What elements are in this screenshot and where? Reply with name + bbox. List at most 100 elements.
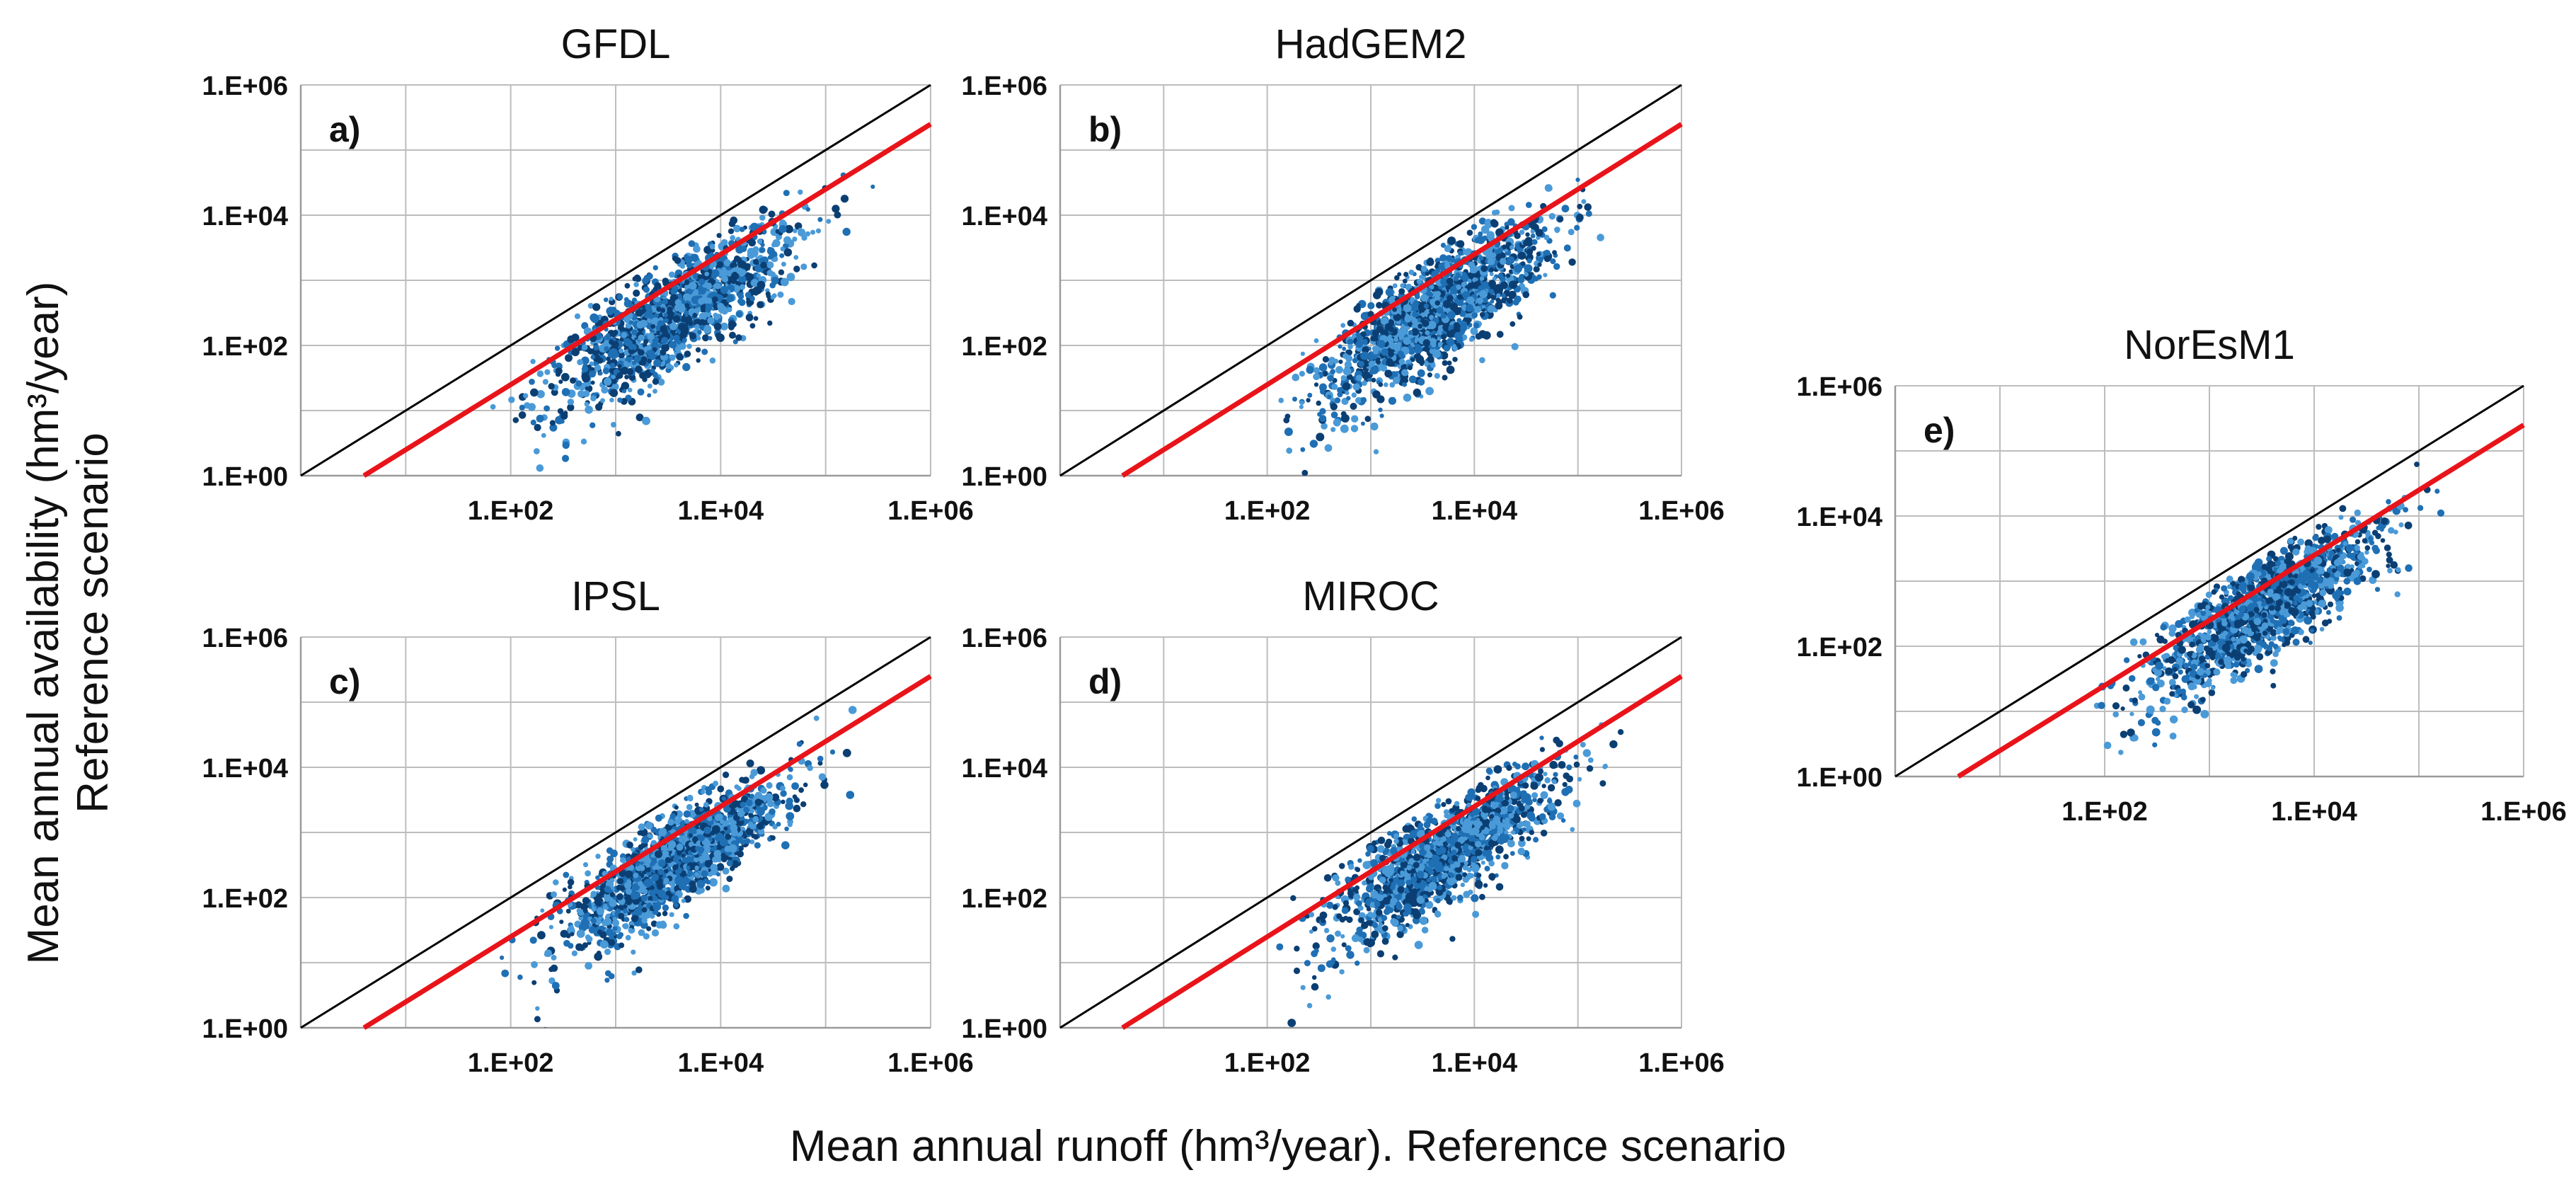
- data-point: [1531, 246, 1536, 251]
- data-point: [735, 245, 744, 254]
- data-point: [734, 784, 740, 790]
- data-point: [1479, 357, 1485, 364]
- data-point: [1499, 258, 1507, 265]
- data-point: [597, 907, 604, 915]
- data-point: [561, 454, 570, 462]
- data-point: [611, 382, 619, 391]
- data-point: [1479, 290, 1488, 299]
- data-point: [529, 936, 537, 944]
- data-point: [616, 933, 623, 939]
- data-point: [536, 390, 545, 399]
- data-point: [1422, 339, 1431, 347]
- data-point: [699, 325, 704, 331]
- data-point: [732, 339, 738, 345]
- data-point: [698, 278, 706, 285]
- data-point: [622, 923, 629, 929]
- data-point: [1456, 318, 1462, 323]
- data-point: [1517, 314, 1523, 320]
- data-point: [1495, 845, 1504, 854]
- data-point: [490, 403, 496, 410]
- data-point: [848, 706, 857, 714]
- data-point: [581, 356, 590, 365]
- data-point: [722, 867, 730, 875]
- data-point: [1396, 931, 1404, 939]
- data-point: [1541, 226, 1548, 232]
- data-point: [1299, 370, 1305, 377]
- fit-line: [1121, 122, 1683, 478]
- data-point: [612, 926, 618, 932]
- data-point: [567, 335, 575, 343]
- data-point: [1507, 256, 1515, 264]
- data-point: [1372, 336, 1378, 342]
- data-point: [1554, 799, 1562, 807]
- data-point: [1401, 363, 1408, 372]
- data-point: [686, 865, 691, 870]
- data-point: [1411, 323, 1418, 330]
- data-point: [1364, 360, 1370, 367]
- data-point: [1507, 839, 1515, 848]
- data-point: [529, 379, 535, 385]
- data-point: [1557, 216, 1563, 222]
- data-point: [783, 190, 790, 197]
- data-point: [611, 422, 616, 428]
- data-point: [1327, 394, 1332, 399]
- data-point: [623, 917, 630, 922]
- data-point: [705, 886, 711, 891]
- data-point: [765, 793, 771, 798]
- data-point: [1347, 319, 1355, 327]
- data-point: [606, 333, 611, 338]
- data-point: [588, 926, 597, 934]
- data-point: [1535, 229, 1543, 237]
- data-point: [1609, 740, 1618, 749]
- data-point: [704, 860, 713, 868]
- data-point: [620, 367, 629, 375]
- data-point: [1330, 403, 1338, 411]
- data-point: [1581, 199, 1587, 205]
- data-point: [1425, 386, 1434, 396]
- data-point: [792, 236, 798, 242]
- data-point: [1381, 938, 1389, 945]
- data-point: [533, 448, 540, 454]
- data-point: [703, 802, 709, 808]
- data-point: [773, 256, 778, 262]
- data-point: [609, 362, 616, 369]
- data-point: [569, 924, 574, 929]
- data-point: [1495, 302, 1503, 310]
- data-point: [1479, 311, 1485, 318]
- data-point: [1442, 333, 1447, 338]
- data-point: [1505, 225, 1510, 230]
- data-point: [733, 814, 740, 821]
- data-point: [1503, 854, 1509, 860]
- data-point: [1487, 304, 1495, 313]
- data-point: [1485, 854, 1494, 862]
- data-point: [684, 819, 689, 824]
- data-point: [680, 326, 689, 336]
- data-point: [743, 806, 749, 813]
- data-point: [781, 799, 786, 805]
- data-point: [582, 344, 588, 350]
- data-point: [766, 247, 775, 256]
- y-tick-label: 1.E+02: [962, 332, 1048, 362]
- data-point: [1475, 333, 1483, 340]
- data-point: [690, 253, 699, 262]
- data-point: [1335, 366, 1343, 374]
- data-point: [1508, 269, 1514, 275]
- data-point: [575, 943, 583, 951]
- data-point: [721, 796, 726, 801]
- data-point: [1420, 312, 1426, 318]
- data-point: [737, 293, 744, 300]
- data-point: [772, 824, 778, 830]
- data-point: [1453, 345, 1458, 351]
- data-point: [1327, 375, 1335, 382]
- data-point: [563, 939, 570, 947]
- data-point: [1398, 358, 1405, 365]
- data-point: [1470, 327, 1478, 336]
- data-point: [634, 355, 642, 362]
- data-point: [1587, 757, 1594, 763]
- data-point: [745, 314, 754, 321]
- data-point: [726, 860, 733, 866]
- data-point: [592, 303, 601, 311]
- data-point: [1340, 411, 1347, 417]
- data-point: [590, 355, 596, 360]
